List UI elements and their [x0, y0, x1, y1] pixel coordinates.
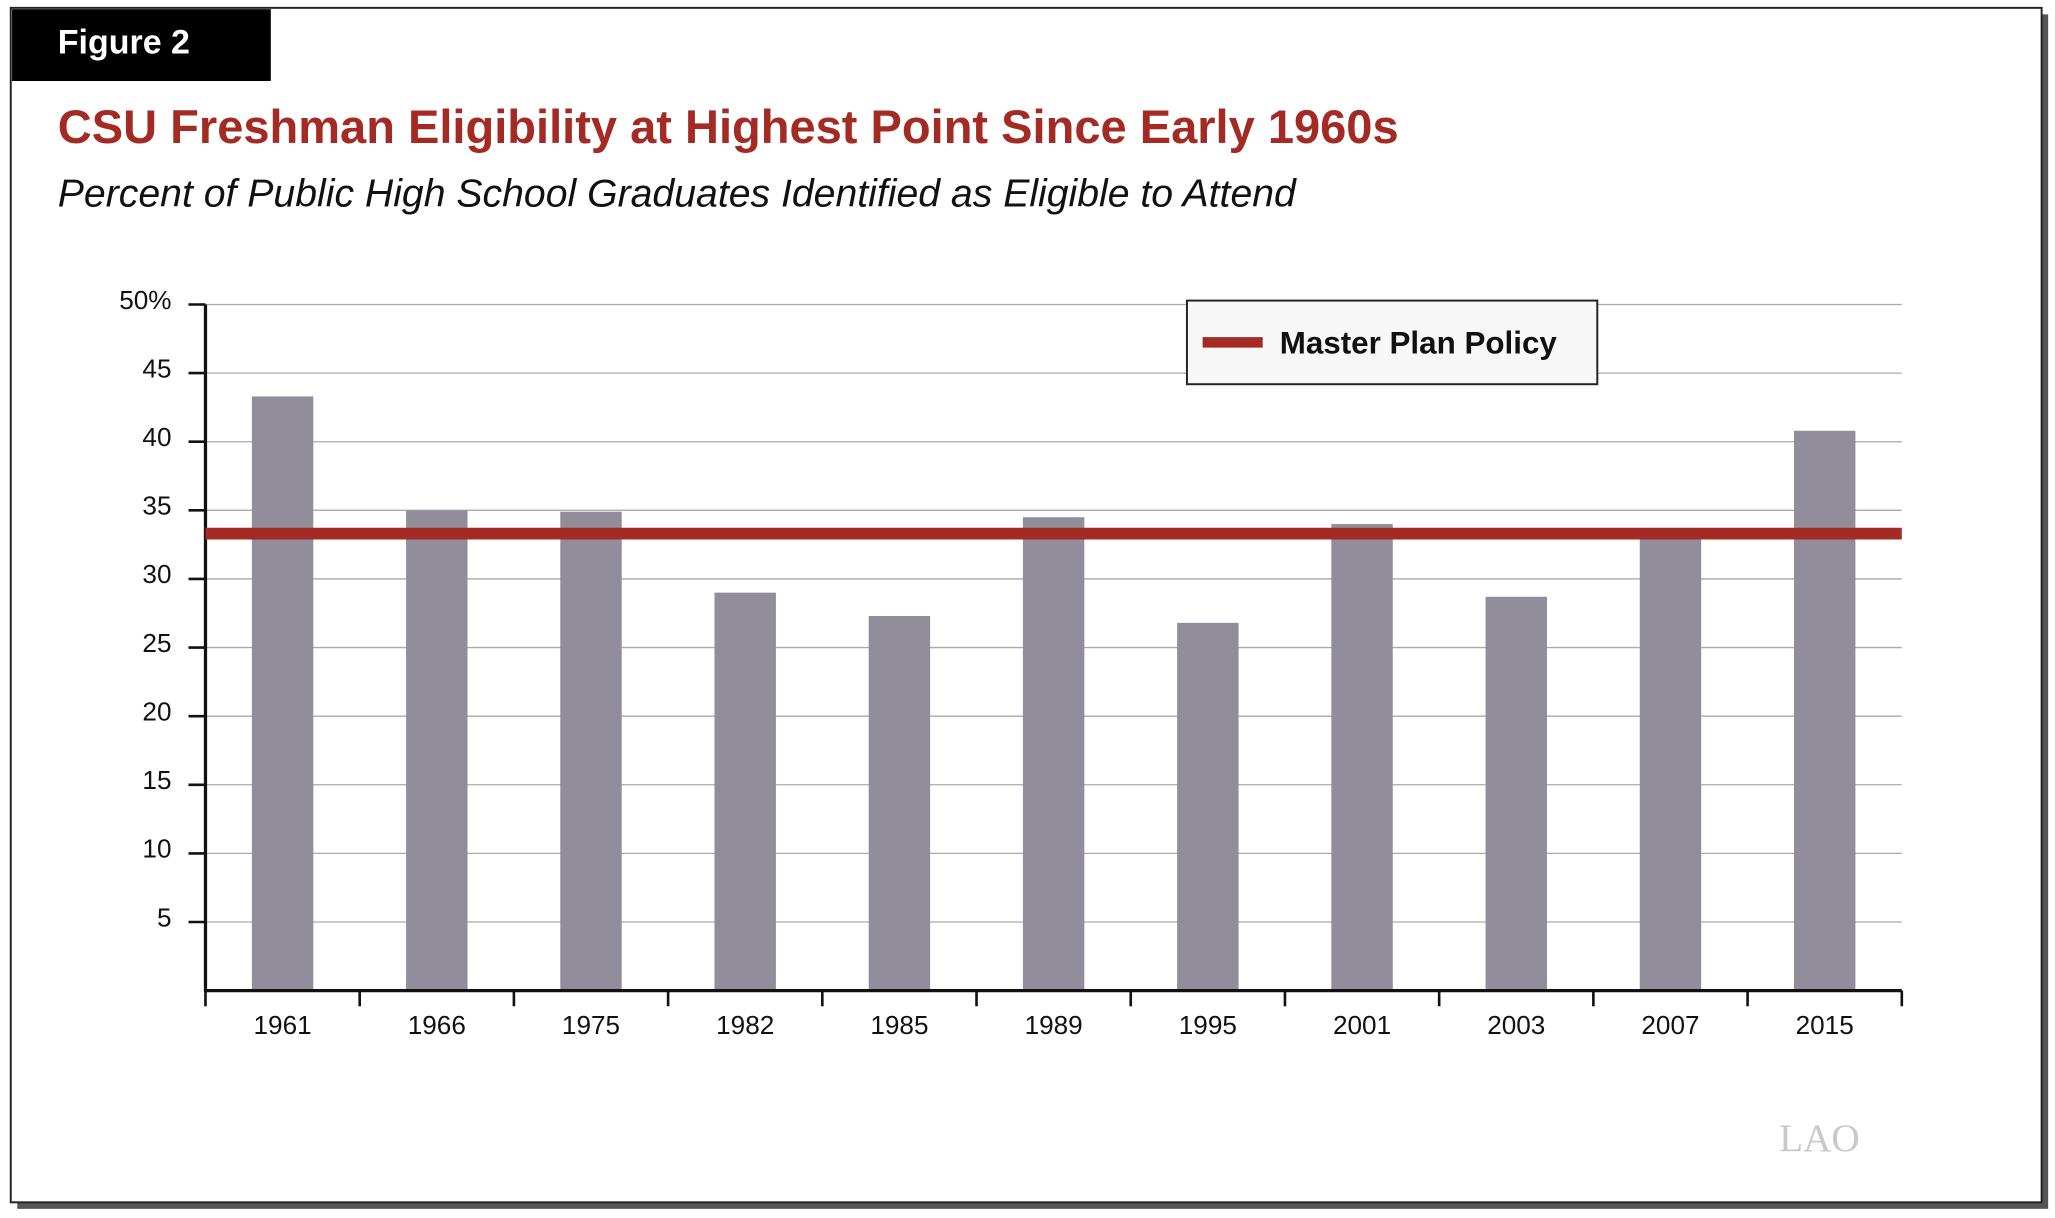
x-tick-label: 1989: [1025, 1010, 1083, 1040]
y-tick-label: 25: [142, 628, 171, 658]
y-tick-label: 45: [142, 353, 171, 383]
bar: [560, 511, 622, 991]
bar: [1793, 430, 1856, 991]
y-tick-label: 20: [142, 696, 171, 726]
y-tick-label: 10: [142, 834, 171, 864]
bar: [1331, 524, 1393, 991]
bar: [1485, 596, 1547, 991]
bars: [251, 396, 1856, 991]
figure-label: Figure 2: [58, 23, 190, 61]
y-tick-label: 30: [142, 559, 171, 589]
x-tick-label: 1975: [562, 1010, 620, 1040]
legend-label: Master Plan Policy: [1280, 325, 1558, 360]
bar: [251, 396, 314, 991]
bar: [406, 510, 468, 991]
bar: [1639, 537, 1702, 991]
x-tick-label: 1982: [716, 1010, 774, 1040]
y-tick-label: 15: [142, 765, 171, 795]
x-tick-label: 2015: [1796, 1010, 1854, 1040]
logo: LAO: [1779, 1117, 1860, 1160]
x-tick-label: 2003: [1487, 1010, 1545, 1040]
x-tick-label: 1961: [254, 1010, 312, 1040]
y-tick-label: 40: [142, 422, 171, 452]
bar: [1022, 517, 1085, 991]
bar: [868, 615, 931, 991]
figure-label-box: [12, 9, 271, 82]
x-tick-label: 1966: [408, 1010, 466, 1040]
x-tick-label: 2001: [1333, 1010, 1391, 1040]
chart-subtitle: Percent of Public High School Graduates …: [58, 172, 1297, 215]
x-tick-label: 1985: [870, 1010, 928, 1040]
y-tick-label: 5: [157, 902, 172, 932]
x-tick-label: 1995: [1179, 1010, 1237, 1040]
y-tick-label: 50%: [119, 285, 171, 315]
chart-title: CSU Freshman Eligibility at Highest Poin…: [58, 100, 1399, 153]
axes: 5 10 15 20 25 30 35 40 45 50% 1961 1966 1975 1982 1985…: [119, 285, 1904, 1040]
x-tick-label: 2007: [1641, 1010, 1699, 1040]
bar: [714, 592, 776, 991]
bar: [1177, 622, 1239, 991]
y-tick-label: 35: [142, 491, 171, 521]
